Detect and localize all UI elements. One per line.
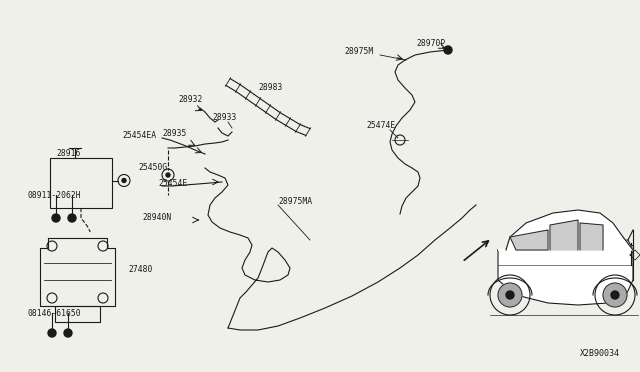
- Circle shape: [611, 291, 619, 299]
- Bar: [625, 245, 633, 257]
- Text: 28940N: 28940N: [142, 214, 172, 222]
- Text: 28970P: 28970P: [416, 39, 445, 48]
- Text: 08146-61650: 08146-61650: [28, 310, 82, 318]
- Text: 25474E: 25474E: [366, 122, 396, 131]
- Circle shape: [603, 283, 627, 307]
- Text: 28935: 28935: [162, 129, 186, 138]
- Text: 28975M: 28975M: [344, 48, 373, 57]
- Circle shape: [48, 329, 56, 337]
- Polygon shape: [498, 210, 633, 250]
- Circle shape: [68, 214, 76, 222]
- Text: 25450G: 25450G: [138, 164, 167, 173]
- Bar: [50, 158, 112, 208]
- Polygon shape: [510, 230, 548, 250]
- Text: 28916: 28916: [56, 150, 81, 158]
- Circle shape: [444, 46, 452, 54]
- Circle shape: [122, 179, 126, 183]
- Circle shape: [506, 291, 514, 299]
- Polygon shape: [580, 223, 603, 250]
- Text: 28933: 28933: [212, 113, 236, 122]
- Text: X2B90034: X2B90034: [580, 349, 620, 358]
- Text: 25454EA: 25454EA: [122, 131, 156, 141]
- Text: 28932: 28932: [178, 96, 202, 105]
- Bar: [55, 306, 100, 322]
- Circle shape: [64, 329, 72, 337]
- Text: 27480: 27480: [128, 266, 152, 275]
- Circle shape: [498, 283, 522, 307]
- Polygon shape: [550, 220, 578, 250]
- Text: 28983: 28983: [258, 83, 282, 93]
- Text: 08911-2062H: 08911-2062H: [28, 192, 82, 201]
- Text: 28975MA: 28975MA: [278, 198, 312, 206]
- Polygon shape: [498, 240, 633, 305]
- Circle shape: [52, 214, 60, 222]
- Circle shape: [166, 173, 170, 177]
- Text: 25454E: 25454E: [158, 180, 188, 189]
